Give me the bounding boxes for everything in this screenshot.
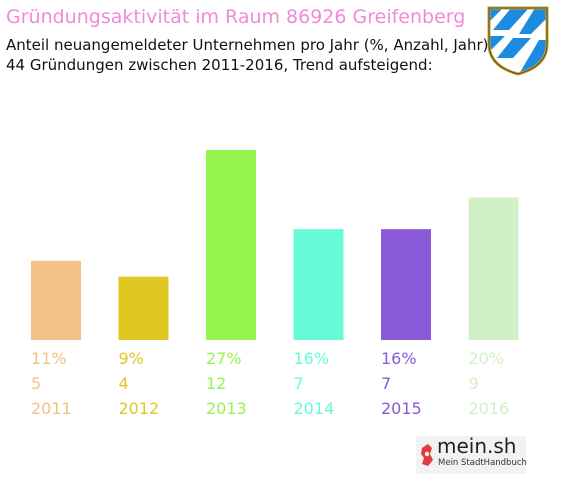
count-label-2015: 7 [381, 374, 391, 393]
percent-label-2016: 20% [469, 349, 505, 368]
count-label-2014: 7 [294, 374, 304, 393]
percent-label-2012: 9% [119, 349, 144, 368]
chart-title: Gründungsaktivität im Raum 86926 Greifen… [6, 6, 466, 28]
count-label-2011: 5 [31, 374, 41, 393]
bar-2012 [118, 276, 169, 340]
percent-label-2015: 16% [381, 349, 417, 368]
bar-2011 [31, 260, 81, 340]
year-label-2014: 2014 [294, 399, 335, 418]
count-label-2012: 4 [119, 374, 129, 393]
brand-name: mein.sh [437, 434, 517, 458]
count-label-2016: 9 [469, 374, 479, 393]
percent-label-2014: 16% [294, 349, 330, 368]
subtitle-line-1: Anteil neuangemeldeter Unternehmen pro J… [6, 36, 489, 54]
chart-subtitle: Anteil neuangemeldeter Unternehmen pro J… [6, 35, 489, 75]
bar-2014 [293, 229, 344, 340]
bar-2016 [468, 197, 519, 340]
percent-label-2013: 27% [206, 349, 242, 368]
year-label-2015: 2015 [381, 399, 422, 418]
brand-tagline: Mein StadtHandbuch [438, 458, 527, 468]
bar-2013 [206, 150, 256, 340]
year-label-2012: 2012 [119, 399, 160, 418]
subtitle-line-2: 44 Gründungen zwischen 2011-2016, Trend … [6, 56, 433, 74]
bar-2015 [381, 229, 431, 340]
year-label-2016: 2016 [469, 399, 510, 418]
count-label-2013: 12 [206, 374, 226, 393]
bavaria-coat-of-arms-icon [487, 6, 549, 76]
germany-map-pin-icon [416, 436, 526, 474]
percent-label-2011: 11% [31, 349, 67, 368]
year-label-2011: 2011 [31, 399, 72, 418]
year-label-2013: 2013 [206, 399, 247, 418]
